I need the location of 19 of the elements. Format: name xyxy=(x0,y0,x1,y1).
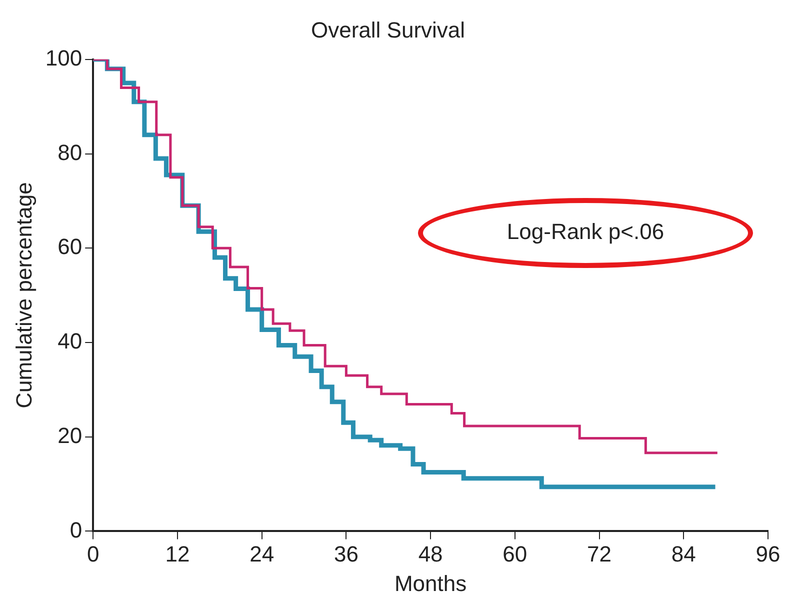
y-tick-label: 100 xyxy=(45,45,82,70)
x-tick-label: 84 xyxy=(671,541,696,566)
x-tick-label: 36 xyxy=(334,541,358,566)
x-tick-label: 24 xyxy=(250,541,274,566)
x-tick-label: 0 xyxy=(86,541,100,566)
y-tick-label: 20 xyxy=(58,422,82,448)
annotation: Log-Rank p<.06 xyxy=(506,219,666,245)
x-tick-label: 96 xyxy=(756,541,780,566)
y-axis-title: Cumulative percentage xyxy=(11,182,36,408)
y-tick-label: 0 xyxy=(70,517,82,542)
x-tick-label: 12 xyxy=(165,541,190,566)
y-tick-label: 80 xyxy=(58,140,82,165)
chart-title: Overall Survival xyxy=(310,17,466,42)
x-tick-label: 48 xyxy=(418,541,443,566)
x-tick-label: 60 xyxy=(502,541,528,566)
x-axis-title: Months xyxy=(394,570,467,596)
y-tick-label: 60 xyxy=(58,234,82,260)
y-tick-label: 40 xyxy=(58,328,82,354)
x-tick-label: 72 xyxy=(587,541,612,566)
